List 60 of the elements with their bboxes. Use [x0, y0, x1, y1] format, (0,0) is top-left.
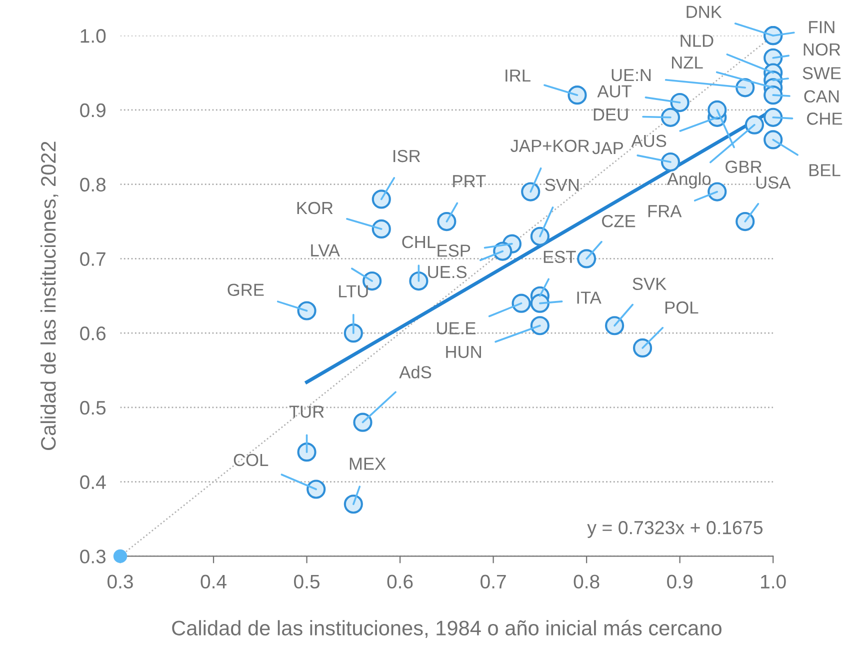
annotation: CZE: [602, 214, 636, 228]
y-tick-label: 0.5: [80, 400, 106, 415]
annotation: TUR: [289, 406, 324, 418]
y-tick-label: 0.3: [80, 550, 106, 564]
annotation: ISR: [394, 150, 420, 162]
annotation: PRT: [453, 175, 486, 188]
annotation: FIN: [809, 21, 834, 34]
annotation: DNK: [686, 6, 722, 18]
x-tick-label: 0.5: [294, 574, 320, 589]
x-tick-label: 0.8: [574, 574, 600, 589]
x-tick-label: 1.0: [761, 574, 786, 589]
annotation: SVK: [632, 278, 666, 290]
x-tick-label: 0.7: [480, 574, 506, 589]
annotation: ITA: [577, 292, 602, 304]
annotation: CHL: [402, 236, 436, 248]
annotation: UE.S: [428, 266, 467, 278]
annotation: NOR: [804, 43, 840, 56]
annotation: FRA: [648, 205, 682, 218]
y-tick-label: 0.7: [80, 252, 106, 266]
annotation: SVN: [545, 178, 579, 192]
annotation: JAP: [592, 142, 624, 154]
annotation: USA: [756, 176, 791, 189]
annotation: NLD: [680, 34, 714, 47]
y-tick-label: 0.9: [80, 103, 106, 118]
x-tick-label: 0.6: [387, 574, 413, 589]
annotation: Anglo: [667, 172, 711, 188]
y-tick-label: 0.8: [80, 178, 106, 192]
y-tick-label: 0.4: [80, 475, 106, 490]
annotation: IRL: [506, 70, 530, 82]
annotation: UE:N: [612, 69, 651, 82]
y-tick-label: 1.0: [80, 29, 106, 43]
x-axis-title: Calidad de las instituciones, 1984 o año inicial más cercano: [172, 620, 722, 638]
annotation: SWE: [802, 67, 841, 80]
annotation: DEU: [594, 108, 628, 121]
annotation: JAP+KOR: [510, 140, 590, 152]
annotation: LVA: [311, 244, 340, 256]
annotation: AdS: [399, 366, 432, 378]
annotation: EST: [544, 250, 576, 264]
annotation: CAN: [804, 90, 839, 103]
annotation: POL: [665, 301, 698, 314]
annotation: AUT: [597, 85, 632, 98]
annotation: CHE: [807, 112, 842, 125]
x-tick-label: 0.9: [667, 574, 692, 589]
annotation: NZL: [672, 56, 703, 69]
annotation: LTU: [339, 285, 368, 298]
annotation: MEX: [350, 458, 386, 470]
annotation: HUN: [446, 346, 481, 358]
annotation: GRE: [228, 284, 264, 296]
x-tick-label: 0.4: [200, 574, 226, 589]
annotation: ESP: [438, 244, 470, 257]
y-axis-title: Calidad de las instituciones, 2022: [40, 142, 58, 450]
annotation: KOR: [297, 202, 333, 214]
y-tick-label: 0.6: [80, 326, 106, 340]
annotation: GBR: [726, 160, 762, 173]
annotation: COL: [234, 454, 268, 466]
annotation: BEL: [810, 164, 840, 176]
annotation: y = 0.7323x + 0.1675: [587, 520, 763, 538]
annotation: AUS: [631, 134, 666, 148]
x-tick-label: 0.3: [108, 574, 133, 589]
annotation: UE.E: [437, 322, 476, 334]
